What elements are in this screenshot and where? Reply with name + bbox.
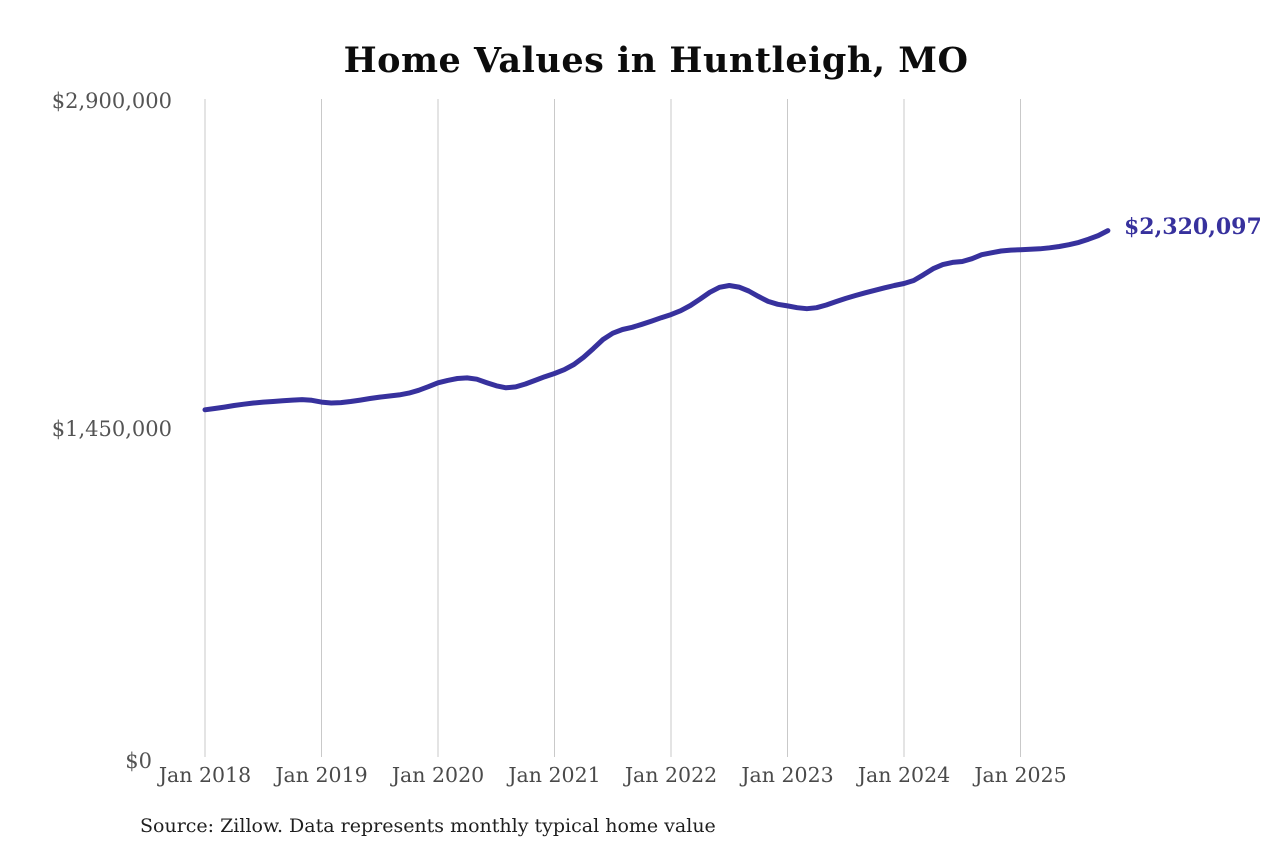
- y-tick-label-mid: $1,450,000: [51, 417, 172, 441]
- y-tick-label-zero: $0: [125, 749, 152, 773]
- chart-title: Home Values in Huntleigh, MO: [343, 40, 969, 81]
- x-tick-label: Jan 2025: [974, 763, 1067, 787]
- x-tick-label: Jan 2018: [158, 763, 252, 787]
- x-tick-label: Jan 2021: [508, 763, 601, 787]
- source-note: Source: Zillow. Data represents monthly …: [140, 815, 716, 837]
- x-tick-label: Jan 2022: [624, 763, 718, 787]
- x-axis-labels: Jan 2018 Jan 2019 Jan 2020 Jan 2021 Jan 2022…: [0, 763, 1280, 793]
- x-tick-label: Jan 2019: [275, 763, 368, 787]
- plot-area: [202, 99, 1111, 757]
- x-tick-label: Jan 2024: [857, 763, 951, 787]
- x-tick-label: Jan 2023: [741, 763, 834, 787]
- y-tick-label-max: $2,900,000: [51, 89, 172, 113]
- current-value-label: $2,320,097: [1124, 214, 1262, 240]
- x-tick-label: Jan 2020: [391, 763, 485, 787]
- home-value-line: [202, 228, 1111, 413]
